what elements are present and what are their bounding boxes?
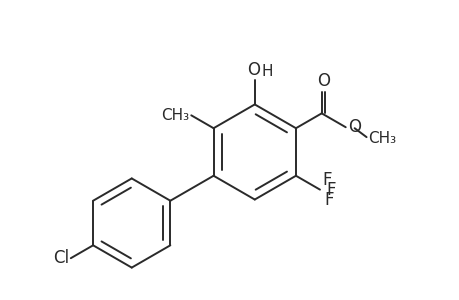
Text: O: O — [347, 118, 360, 136]
Text: F: F — [321, 171, 331, 189]
Text: F: F — [323, 190, 333, 208]
Text: F: F — [325, 181, 335, 199]
Text: O: O — [247, 61, 260, 79]
Text: H: H — [261, 64, 273, 79]
Text: Cl: Cl — [53, 249, 69, 267]
Text: O: O — [316, 72, 329, 90]
Text: CH₃: CH₃ — [368, 130, 396, 146]
Text: CH₃: CH₃ — [161, 108, 189, 123]
